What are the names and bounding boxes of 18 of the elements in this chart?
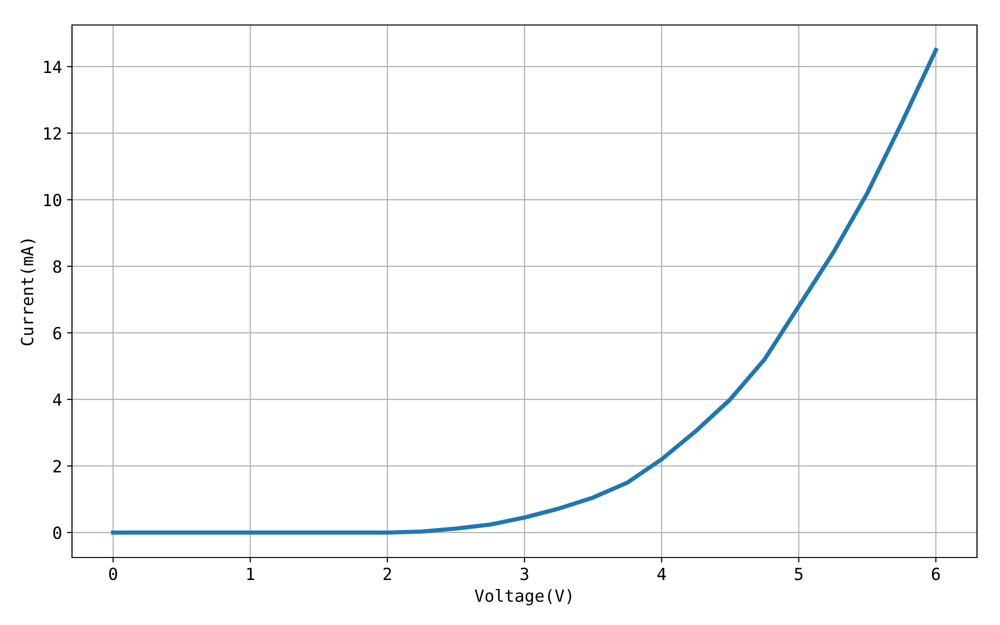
- x-tick-label: 4: [657, 568, 666, 580]
- x-tick-label: 1: [247, 568, 254, 580]
- y-tick-label: 8: [53, 260, 62, 273]
- y-tick-label: 6: [53, 326, 62, 340]
- y-tick-label: 2: [53, 460, 61, 472]
- y-tick-label: 10: [44, 194, 62, 206]
- x-tick-label: 3: [520, 568, 528, 580]
- y-tick-label: 0: [53, 526, 62, 540]
- x-tick-label: 2: [384, 568, 391, 580]
- y-tick-label: 4: [53, 394, 62, 406]
- y-tick-label: 12: [44, 127, 61, 140]
- x-axis-title: Voltage(V): [474, 588, 572, 606]
- y-tick-label: 14: [44, 60, 62, 73]
- x-tick-label: 6: [932, 568, 940, 580]
- x-tick-label: 0: [109, 568, 118, 580]
- line-series: [111, 48, 938, 535]
- x-tick-label: 5: [794, 568, 802, 580]
- y-axis-title: Current(mA): [20, 240, 36, 346]
